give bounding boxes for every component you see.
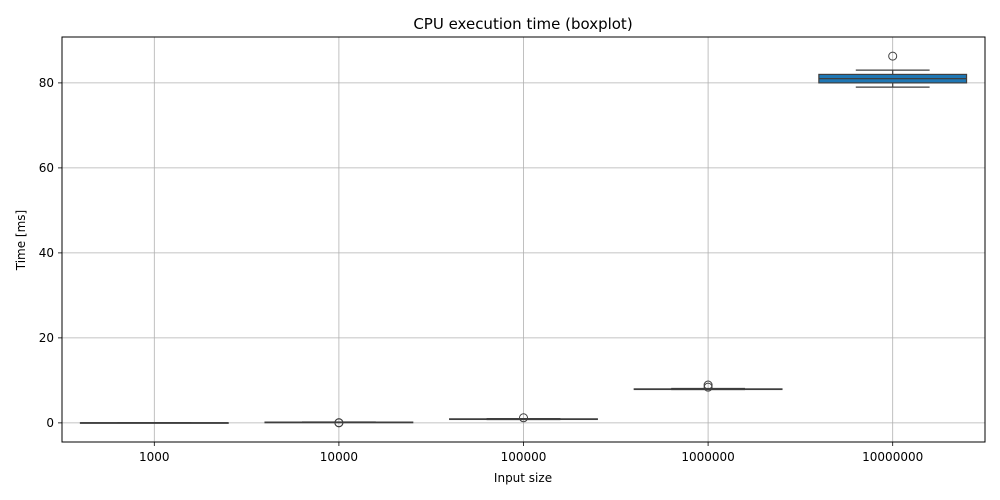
outlier-point [519, 413, 528, 423]
y-tick-label: 0 [46, 416, 54, 430]
x-tick-label: 100000 [501, 450, 547, 464]
x-axis-label: Input size [494, 471, 552, 485]
y-tick-label: 60 [39, 161, 54, 175]
y-tick-label: 40 [39, 246, 54, 260]
box-1000000 [633, 380, 783, 392]
y-axis-label: Time [ms] [14, 210, 28, 272]
x-tick-label: 1000 [139, 450, 170, 464]
outlier-point [888, 51, 898, 61]
chart-title: CPU execution time (boxplot) [413, 15, 632, 33]
box-100000 [449, 413, 598, 423]
boxes [79, 51, 968, 428]
box-10000000 [818, 51, 968, 88]
y-tick-label: 20 [39, 331, 54, 345]
x-tick-label: 10000000 [862, 450, 923, 464]
x-tick-label: 1000000 [681, 450, 734, 464]
box-10000 [264, 418, 414, 428]
y-tick-label: 80 [39, 76, 54, 90]
x-tick-label: 10000 [320, 450, 358, 464]
outlier-point [334, 418, 344, 428]
outlier-point [703, 382, 713, 392]
outlier-point [703, 380, 713, 390]
y-ticks: 0 20 40 60 80 [39, 76, 62, 430]
grid [62, 37, 985, 442]
box-1000 [79, 422, 229, 424]
x-ticks: 1000 10000 100000 1000000 10000000 [139, 442, 923, 464]
